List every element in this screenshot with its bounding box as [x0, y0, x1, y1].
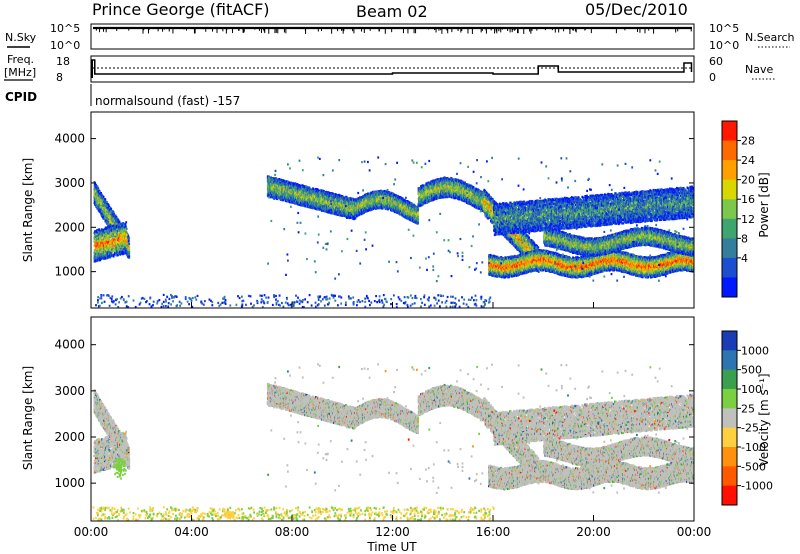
freq-trace	[92, 60, 691, 78]
power-heatmap	[94, 156, 695, 308]
nsky-label: N.Sky	[5, 31, 37, 44]
echo-cell	[128, 253, 130, 255]
echo-cell	[95, 256, 97, 258]
nsky-trace	[93, 27, 692, 34]
echo-cell	[103, 196, 105, 198]
nsky-tick-top: 10^5	[50, 22, 80, 35]
echo-cell	[97, 187, 99, 189]
beam-title: Beam 02	[356, 2, 428, 21]
cpid-text: normalsound (fast) -157	[95, 94, 240, 108]
freq-panel-frame	[91, 56, 694, 82]
freq-label: Freq.	[7, 53, 34, 66]
date-title: 05/Dec/2010	[585, 0, 688, 19]
station-title: Prince George (fitACF)	[92, 0, 270, 19]
freq-tick-bottom: 8	[56, 71, 63, 84]
freq-tick-top: 18	[56, 55, 70, 68]
echo-cell	[110, 208, 112, 210]
echo-cell	[128, 246, 130, 248]
echo-cell	[106, 201, 108, 203]
radar-summary-plot: Prince George (fitACF) Beam 02 05/Dec/20…	[0, 0, 800, 554]
nsearch-tick-top: 10^5	[709, 22, 739, 35]
freq-unit-label: [MHz]	[4, 66, 36, 79]
echo-cell	[119, 221, 121, 223]
echo-cell	[128, 237, 130, 239]
nsky-tick-bottom: 10^0	[50, 39, 80, 52]
nave-tick-bottom: 0	[709, 71, 716, 84]
echo-cell	[128, 251, 130, 253]
nsearch-label: N.Search	[745, 31, 795, 44]
nave-tick-top: 60	[709, 55, 723, 68]
nave-label: Nave	[745, 63, 773, 76]
plot-canvas: Prince George (fitACF) Beam 02 05/Dec/20…	[0, 0, 800, 554]
echo-cell	[128, 255, 130, 257]
echo-cell	[128, 243, 130, 245]
cpid-label: CPID	[5, 90, 37, 104]
nsearch-tick-bottom: 10^0	[709, 39, 739, 52]
echo-cell	[128, 239, 130, 241]
